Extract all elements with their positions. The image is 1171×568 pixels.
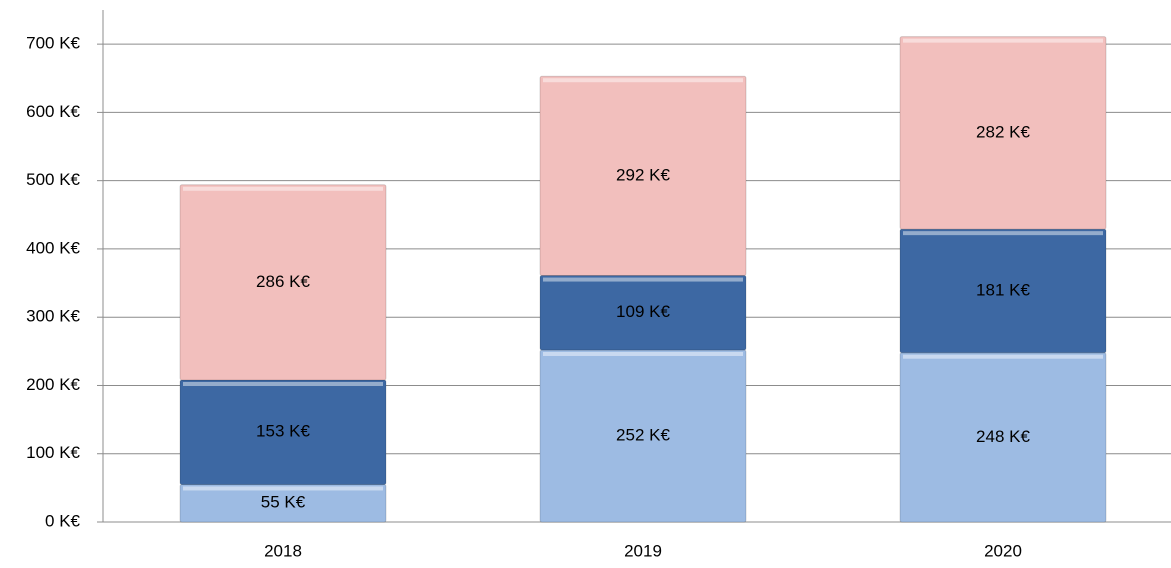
x-tick-label: 2019 — [624, 541, 662, 560]
y-tick-label: 500 K€ — [26, 170, 80, 189]
y-tick-label: 400 K€ — [26, 238, 80, 257]
value-label: 55 K€ — [261, 493, 306, 512]
x-tick-label: 2018 — [264, 541, 302, 560]
bar-highlight — [543, 78, 743, 83]
y-tick-label: 100 K€ — [26, 443, 80, 462]
bar-segment — [899, 36, 1107, 230]
value-label: 109 K€ — [616, 302, 670, 321]
bar-highlight — [543, 277, 743, 282]
bar-highlight — [183, 486, 383, 491]
value-label: 286 K€ — [256, 272, 310, 291]
bar-highlight — [183, 382, 383, 387]
value-label: 248 K€ — [976, 427, 1030, 446]
bar-segment — [179, 379, 387, 485]
value-label: 181 K€ — [976, 280, 1030, 299]
y-tick-label: 600 K€ — [26, 102, 80, 121]
bar-highlight — [183, 186, 383, 191]
bar-highlight — [903, 38, 1103, 43]
bar-highlight — [903, 354, 1103, 359]
bar-segment — [899, 228, 1107, 354]
y-tick-label: 0 K€ — [45, 511, 81, 530]
bar-highlight — [903, 231, 1103, 236]
y-tick-label: 300 K€ — [26, 307, 80, 326]
bar-highlight — [543, 351, 743, 356]
bar-segment — [179, 184, 387, 381]
bar-segment — [539, 75, 747, 277]
y-tick-label: 700 K€ — [26, 34, 80, 53]
value-label: 153 K€ — [256, 422, 310, 441]
value-label: 292 K€ — [616, 165, 670, 184]
value-label: 252 K€ — [616, 425, 670, 444]
value-label: 282 K€ — [976, 122, 1030, 141]
y-tick-label: 200 K€ — [26, 375, 80, 394]
x-tick-label: 2020 — [984, 541, 1022, 560]
